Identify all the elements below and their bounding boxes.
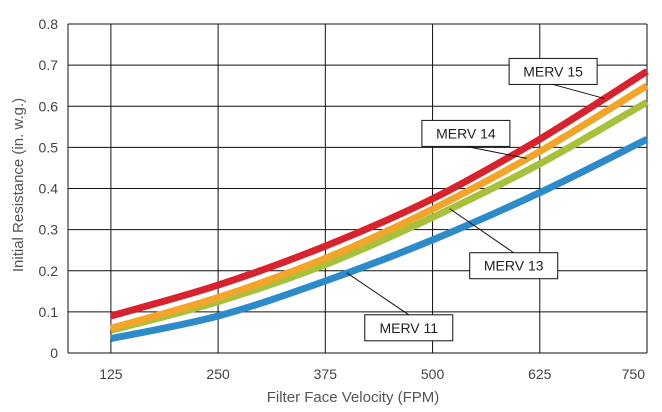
x-tick-label: 750 [622, 366, 646, 382]
callout-leader [465, 145, 528, 159]
x-tick-label: 625 [528, 366, 552, 382]
y-tick-label: 0.5 [39, 139, 59, 155]
series-line-merv-11 [110, 136, 649, 343]
callout-label: MERV 14 [436, 125, 496, 141]
series-lines [109, 68, 649, 343]
callout-leader [449, 208, 514, 254]
y-tick-label: 0.2 [39, 263, 59, 279]
callout-box [469, 252, 559, 280]
callout-leader [552, 83, 605, 99]
y-tick-label: 0.3 [39, 222, 59, 238]
series-line-merv-15 [109, 68, 649, 320]
grid [67, 23, 648, 354]
y-tick-label: 0 [50, 345, 58, 361]
x-axis-label: Filter Face Velocity (FPM) [267, 389, 440, 406]
callout-box [421, 119, 511, 147]
callout-merv-14: MERV 14 [421, 119, 528, 159]
callout-merv-15: MERV 15 [508, 57, 605, 99]
x-tick-label: 500 [421, 366, 445, 382]
y-tick-label: 0.1 [39, 304, 59, 320]
y-tick-label: 0.7 [39, 57, 59, 73]
callout-label: MERV 13 [484, 258, 544, 274]
y-tick-label: 0.6 [39, 98, 59, 114]
callout-leader [346, 272, 410, 316]
y-tick-label: 0.4 [39, 181, 59, 197]
x-tick-label: 375 [314, 366, 338, 382]
callout-merv-11: MERV 11 [346, 272, 454, 342]
x-tick-label: 125 [99, 366, 123, 382]
callout-label: MERV 15 [523, 63, 583, 79]
series-line-merv-13 [109, 99, 649, 334]
x-tick-label: 250 [206, 366, 230, 382]
callout-merv-13: MERV 13 [449, 208, 559, 280]
callout-box [364, 314, 454, 342]
series-line-merv-14 [109, 82, 649, 332]
y-axis-label: Initial Resistance (in. w.g.) [10, 98, 27, 272]
tick-labels: 0 0.1 0.2 0.3 0.4 0.5 0.6 0.7 0.8 125 250 375 500 625… [39, 16, 646, 382]
callout-label: MERV 11 [379, 320, 438, 336]
y-tick-label: 0.8 [39, 16, 59, 32]
callout-box [508, 57, 598, 85]
callouts: MERV 15 MERV 14 MERV 13 MERV 11 [346, 57, 605, 342]
